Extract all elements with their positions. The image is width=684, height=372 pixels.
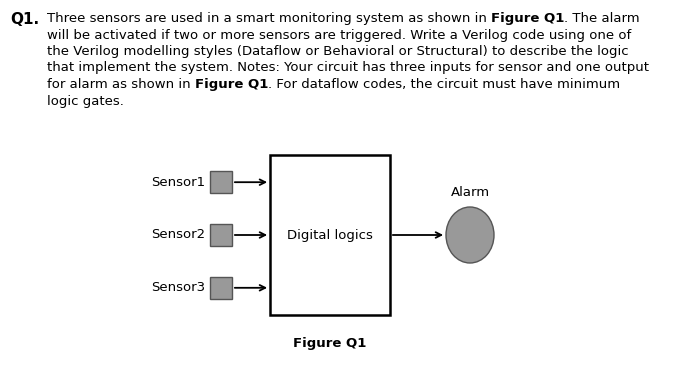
Text: Figure Q1: Figure Q1 — [195, 78, 268, 91]
Text: will be activated if two or more sensors are triggered. Write a Verilog code usi: will be activated if two or more sensors… — [47, 29, 631, 42]
Text: . The alarm: . The alarm — [564, 12, 640, 25]
Text: for alarm as shown in: for alarm as shown in — [47, 78, 195, 91]
Text: logic gates.: logic gates. — [47, 94, 124, 108]
Text: Figure Q1: Figure Q1 — [491, 12, 564, 25]
Bar — [270, 155, 390, 315]
Bar — [210, 171, 232, 193]
Text: Figure Q1: Figure Q1 — [293, 337, 367, 350]
Bar — [210, 224, 232, 246]
Text: Three sensors are used in a smart monitoring system as shown in: Three sensors are used in a smart monito… — [47, 12, 491, 25]
Text: Sensor1: Sensor1 — [151, 176, 205, 189]
Text: the Verilog modelling styles (Dataflow or Behavioral or Structural) to describe : the Verilog modelling styles (Dataflow o… — [47, 45, 629, 58]
Text: Digital logics: Digital logics — [287, 228, 373, 241]
Text: Sensor2: Sensor2 — [151, 228, 205, 241]
Text: that implement the system. Notes: Your circuit has three inputs for sensor and o: that implement the system. Notes: Your c… — [47, 61, 649, 74]
Bar — [210, 277, 232, 299]
Ellipse shape — [446, 207, 494, 263]
Text: Sensor3: Sensor3 — [151, 281, 205, 294]
Text: Q1.: Q1. — [10, 12, 39, 27]
Text: . For dataflow codes, the circuit must have minimum: . For dataflow codes, the circuit must h… — [268, 78, 620, 91]
Text: Alarm: Alarm — [451, 186, 490, 199]
